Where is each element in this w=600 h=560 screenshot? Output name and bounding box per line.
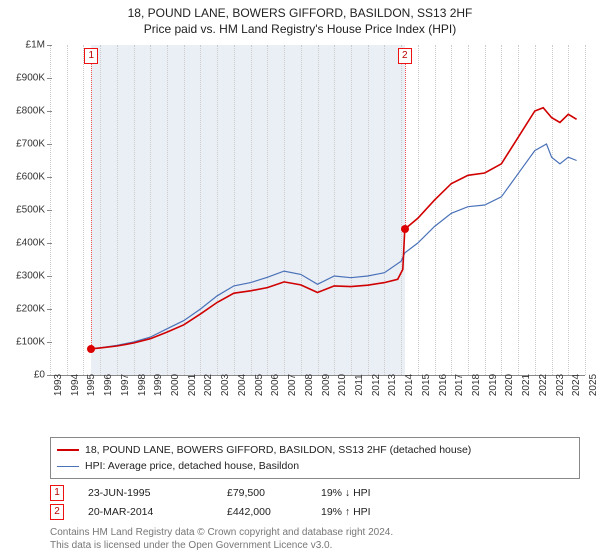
series-line [91, 144, 576, 349]
series-legend: 18, POUND LANE, BOWERS GIFFORD, BASILDON… [50, 437, 580, 479]
legend-label-2: HPI: Average price, detached house, Basi… [85, 458, 299, 474]
footnote-line-1: Contains HM Land Registry data © Crown c… [50, 526, 580, 539]
legend-label-1: 18, POUND LANE, BOWERS GIFFORD, BASILDON… [85, 442, 471, 458]
legend-swatch-2 [57, 466, 79, 467]
y-tick-label: £1M [0, 40, 45, 51]
sale-dot [87, 345, 95, 353]
y-tick-label: £600K [0, 172, 45, 183]
y-tick-label: £500K [0, 205, 45, 216]
sale-diff-1: 19% ↓ HPI [321, 487, 401, 499]
y-tick-label: £800K [0, 106, 45, 117]
sale-price-2: £442,000 [227, 506, 297, 518]
line-series-svg [50, 45, 585, 375]
sale-date-2: 20-MAR-2014 [88, 506, 203, 518]
title-line-2: Price paid vs. HM Land Registry's House … [0, 22, 600, 36]
y-tick-label: £300K [0, 271, 45, 282]
sale-marker-box: 2 [398, 48, 412, 64]
chart-title: 18, POUND LANE, BOWERS GIFFORD, BASILDON… [0, 0, 600, 36]
sale-marker-line [405, 63, 406, 229]
sale-marker-box: 1 [84, 48, 98, 64]
y-tick-label: £900K [0, 73, 45, 84]
legend-block: 18, POUND LANE, BOWERS GIFFORD, BASILDON… [50, 437, 580, 552]
sale-marker-2: 2 [50, 504, 64, 520]
legend-swatch-1 [57, 449, 79, 451]
y-tick-mark [47, 375, 52, 376]
y-tick-label: £100K [0, 337, 45, 348]
chart-container: 12 1993199419951996199719981999200020012… [0, 40, 600, 420]
x-gridline [585, 45, 586, 375]
y-tick-label: £200K [0, 304, 45, 315]
sale-diff-2: 19% ↑ HPI [321, 506, 401, 518]
sale-marker-line [91, 63, 92, 349]
legend-row-2: HPI: Average price, detached house, Basi… [57, 458, 573, 474]
series-line [91, 108, 576, 349]
y-tick-label: £400K [0, 238, 45, 249]
sale-date-1: 23-JUN-1995 [88, 487, 203, 499]
y-tick-label: £700K [0, 139, 45, 150]
plot-area: 12 [50, 45, 585, 376]
sale-price-1: £79,500 [227, 487, 297, 499]
sale-marker-1: 1 [50, 485, 64, 501]
sale-row-2: 2 20-MAR-2014 £442,000 19% ↑ HPI [50, 504, 580, 520]
sale-dot [401, 225, 409, 233]
footnote: Contains HM Land Registry data © Crown c… [50, 526, 580, 552]
legend-row-1: 18, POUND LANE, BOWERS GIFFORD, BASILDON… [57, 442, 573, 458]
y-tick-label: £0 [0, 370, 45, 381]
sale-row-1: 1 23-JUN-1995 £79,500 19% ↓ HPI [50, 485, 580, 501]
x-tick-label: 2025 [588, 365, 599, 405]
sales-table: 1 23-JUN-1995 £79,500 19% ↓ HPI 2 20-MAR… [50, 485, 580, 520]
footnote-line-2: This data is licensed under the Open Gov… [50, 539, 580, 552]
title-line-1: 18, POUND LANE, BOWERS GIFFORD, BASILDON… [0, 6, 600, 20]
